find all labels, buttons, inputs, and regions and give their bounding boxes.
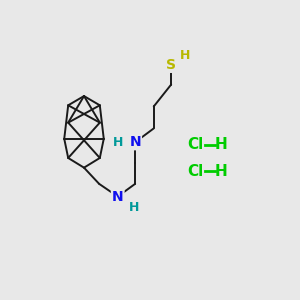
Text: Cl: Cl — [188, 137, 204, 152]
Text: S: S — [166, 58, 176, 72]
Text: N: N — [129, 135, 141, 149]
Text: H: H — [112, 136, 123, 149]
Text: H: H — [180, 49, 190, 62]
Text: H: H — [215, 164, 228, 178]
Text: H: H — [129, 201, 139, 214]
Text: Cl: Cl — [188, 164, 204, 178]
Text: N: N — [112, 190, 124, 203]
Text: H: H — [215, 137, 228, 152]
